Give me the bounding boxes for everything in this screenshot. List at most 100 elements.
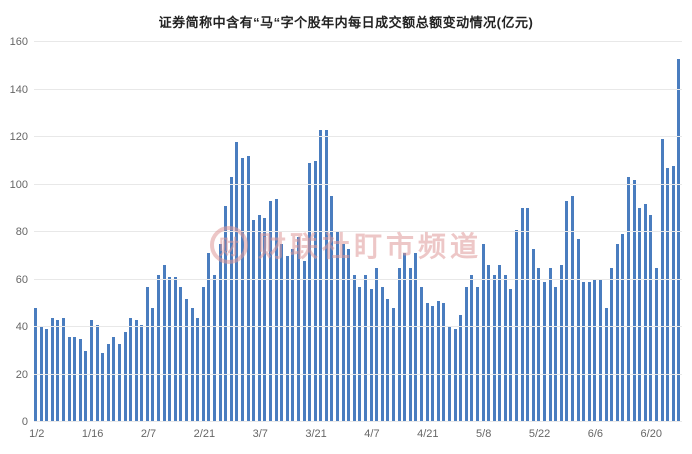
y-tick-label: 0	[21, 416, 28, 428]
bar	[352, 274, 356, 422]
gridline	[34, 41, 682, 42]
bar	[196, 317, 200, 422]
gridline	[34, 231, 682, 232]
bar	[168, 277, 172, 422]
y-tick-label: 40	[15, 321, 28, 333]
bar	[671, 165, 675, 422]
bar	[520, 208, 524, 422]
y-tick-label: 120	[9, 131, 28, 143]
x-tick-label: 1/16	[81, 428, 104, 440]
x-tick-label: 4/7	[364, 428, 380, 440]
y-tick-label: 20	[15, 368, 28, 381]
x-tick-label: 3/21	[305, 428, 327, 440]
bar	[543, 281, 547, 422]
bar	[162, 265, 166, 422]
bar	[157, 274, 161, 422]
bar	[615, 243, 619, 422]
gridline	[34, 183, 682, 185]
bar	[526, 208, 530, 422]
x-tick-label: 2/21	[193, 428, 216, 440]
bar	[621, 234, 625, 422]
bar-series	[34, 42, 682, 422]
bar	[565, 201, 569, 422]
bar	[229, 177, 233, 422]
gridline	[34, 421, 682, 422]
bar	[587, 281, 591, 422]
bar	[274, 198, 278, 422]
bar	[392, 308, 395, 422]
y-tick-label: 100	[9, 178, 28, 191]
bar	[140, 324, 144, 422]
bar	[503, 274, 507, 422]
x-tick-label: 1/2	[29, 428, 45, 440]
bar	[380, 286, 384, 422]
bar	[475, 286, 479, 422]
bar	[453, 329, 457, 422]
bar	[358, 286, 362, 422]
bar	[336, 232, 340, 422]
gridline	[34, 88, 682, 90]
bar	[414, 253, 418, 422]
x-tick-label: 3/7	[252, 428, 268, 440]
bar	[213, 274, 216, 422]
x-tick-label: 5/22	[528, 428, 551, 440]
bar	[285, 255, 289, 422]
bar	[419, 286, 423, 422]
bar	[257, 215, 261, 422]
bar	[638, 208, 642, 422]
bar	[73, 336, 77, 422]
bar	[145, 286, 149, 422]
bar	[481, 243, 485, 422]
bar	[403, 253, 407, 422]
bar	[677, 58, 681, 422]
bar	[268, 201, 272, 422]
bar	[313, 160, 317, 422]
bar	[106, 343, 110, 422]
gridline	[34, 278, 682, 280]
bar	[207, 253, 211, 422]
x-tick-label: 6/20	[640, 428, 662, 440]
bar	[582, 281, 586, 422]
bar	[56, 319, 60, 422]
gridline	[34, 373, 682, 375]
bar	[470, 274, 474, 422]
bar	[464, 286, 468, 422]
bar	[660, 139, 664, 422]
bar	[559, 265, 563, 422]
bar	[341, 243, 345, 422]
x-tick-label: 6/6	[587, 428, 604, 440]
bar	[129, 317, 133, 422]
bar	[492, 274, 496, 422]
y-tick-label: 160	[9, 36, 28, 48]
bar	[487, 265, 491, 422]
bar	[112, 336, 116, 422]
bar	[442, 303, 446, 422]
bar	[224, 205, 228, 422]
bar	[330, 196, 334, 422]
bar	[643, 203, 647, 422]
y-tick-label: 140	[9, 83, 28, 96]
bar	[537, 267, 541, 422]
bar	[296, 236, 300, 422]
bar	[50, 317, 54, 422]
bar	[308, 163, 312, 422]
bar	[324, 129, 328, 422]
bar	[386, 298, 390, 422]
bar	[218, 243, 222, 422]
bar	[78, 338, 82, 422]
bar	[632, 179, 636, 422]
bar	[397, 267, 401, 422]
bar	[263, 217, 267, 422]
x-tick-label: 5/8	[476, 428, 492, 440]
bar	[185, 298, 189, 422]
bar	[509, 289, 513, 422]
chart-title: 证券简称中含有“马“字个股年内每日成交额总额变动情况(亿元)	[158, 15, 534, 30]
bar	[626, 177, 630, 422]
bar	[375, 267, 379, 422]
bar	[61, 317, 65, 422]
gridline	[34, 326, 682, 327]
bar	[364, 274, 368, 422]
bar	[235, 141, 239, 422]
bar	[548, 267, 552, 422]
bar	[246, 156, 250, 422]
